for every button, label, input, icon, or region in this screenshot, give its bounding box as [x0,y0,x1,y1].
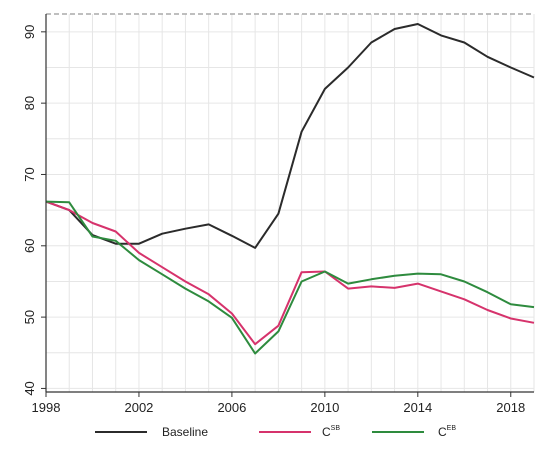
x-tick-label: 2006 [217,400,246,415]
y-tick-label: 70 [22,167,37,181]
x-tick-label: 2014 [403,400,432,415]
series-lines [45,23,535,355]
y-axis: 40 50 60 70 80 90 [22,25,46,396]
y-tick-label: 80 [22,96,37,110]
legend-label-superscript: EB [447,425,457,432]
x-tick-label: 2010 [310,400,339,415]
legend-label-2: CSB [322,425,340,439]
x-tick-label: 2018 [496,400,525,415]
series-line-1 [45,23,535,249]
y-tick-label: 40 [22,381,37,395]
series-line-2 [45,200,535,346]
legend: Baseline CSB CEB [95,425,456,439]
x-tick-label: 2002 [124,400,153,415]
legend-label-3: CEB [438,425,456,439]
plot-frame [45,13,534,393]
y-tick-label: 90 [22,25,37,39]
x-tick-label: 1998 [32,400,61,415]
y-tick-label: 60 [22,239,37,253]
x-axis: 1998 2002 2006 2010 2014 2018 [32,392,525,415]
y-tick-label: 50 [22,310,37,324]
series-line-3 [45,200,535,355]
legend-label-superscript: SB [331,425,341,432]
legend-label-1: Baseline [162,425,208,439]
grid [45,14,535,392]
